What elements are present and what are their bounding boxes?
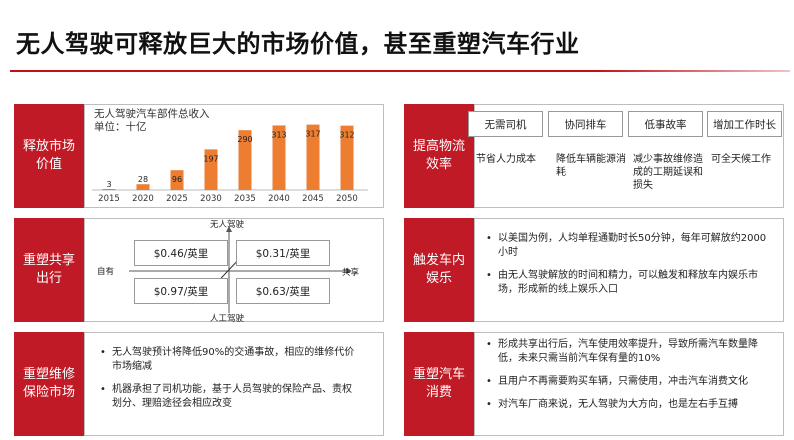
data-label-2020: 28 <box>138 175 148 184</box>
quadrant-axes <box>129 226 352 313</box>
section-label-entertainment: 触发车内娱乐 <box>404 218 474 322</box>
panel-shared-mobility <box>84 218 384 322</box>
list-item: 无人驾驶预计将降低90%的交通事故，相应的维修代价市场缩减 <box>100 346 360 374</box>
insurance-bullets: 无人驾驶预计将降低90%的交通事故，相应的维修代价市场缩减 机器承担了司机功能，… <box>100 346 360 420</box>
consumption-bullets: 形成共享出行后，汽车使用效率提升，导致所需汽车数量降低，未来只需当前汽车保有量的… <box>486 338 776 421</box>
quadrant-owned-autonomous: $0.46/英里 <box>134 240 228 266</box>
list-item: 机器承担了司机功能，基于人员驾驶的保险产品、责权划分、理赔途径会相应改变 <box>100 383 360 411</box>
feature-no-driver: 无需司机 <box>468 111 543 137</box>
tick-label-2020: 2020 <box>132 194 154 204</box>
bar-2040 <box>272 125 286 190</box>
data-label-2030: 197 <box>203 154 218 163</box>
bar-2020 <box>136 184 150 190</box>
list-item: 以美国为例，人均单程通勤时长50分钟，每年可解放约2000小时 <box>486 232 776 260</box>
feature-low-accident: 低事故率 <box>628 111 703 137</box>
chart-unit: 单位：十亿 <box>94 121 147 133</box>
bar-2015 <box>102 189 116 190</box>
section-label-logistics: 提高物流效率 <box>404 104 474 208</box>
axis-label-owned: 自有 <box>97 267 115 277</box>
tick-label-2030: 2030 <box>200 194 222 204</box>
data-label-2025: 96 <box>172 175 182 184</box>
tick-label-2050: 2050 <box>336 194 358 204</box>
bar-2025 <box>170 170 184 190</box>
axis-label-manual: 人工驾驶 <box>210 314 245 324</box>
data-label-2015: 3 <box>106 180 111 189</box>
tick-label-2025: 2025 <box>166 194 188 204</box>
feature-longer-hours: 增加工作时长 <box>707 111 782 137</box>
tick-label-2015: 2015 <box>98 194 120 204</box>
list-item: 且用户不再需要购买车辆，只需使用，冲击汽车消费文化 <box>486 375 776 389</box>
page-title: 无人驾驶可释放巨大的市场价值，甚至重塑汽车行业 <box>16 30 580 58</box>
panel-market-value <box>84 104 384 208</box>
section-label-shared-mobility: 重塑共享出行 <box>14 218 84 322</box>
bar-2045 <box>306 124 320 190</box>
quadrant-shared-manual: $0.63/英里 <box>236 278 330 304</box>
feature-desc-coordinated-fleet: 降低车辆能源消耗 <box>556 154 626 178</box>
feature-desc-longer-hours: 可全天候工作 <box>711 154 771 165</box>
feature-desc-low-accident: 减少事故维修造成的工期延误和损失 <box>633 154 703 191</box>
chart-title: 无人驾驶汽车部件总收入 <box>94 108 210 120</box>
tick-label-2040: 2040 <box>268 194 290 204</box>
data-label-2040: 313 <box>271 130 286 139</box>
tick-label-2045: 2045 <box>302 194 324 204</box>
section-label-market-value: 释放市场价值 <box>14 104 84 208</box>
feature-desc-no-driver: 节省人力成本 <box>476 154 536 165</box>
list-item: 由无人驾驶解放的时间和精力，可以触发和释放车内娱乐市场，形成新的线上娱乐入口 <box>486 269 776 297</box>
revenue-bar-chart: 3 2015 28 2020 96 2025 197 2030 290 2035 313 2040 31… <box>92 124 368 204</box>
data-label-2045: 317 <box>305 130 320 139</box>
feature-coordinated-fleet: 协同排车 <box>548 111 623 137</box>
quadrant-owned-manual: $0.97/英里 <box>134 278 228 304</box>
list-item: 对汽车厂商来说，无人驾驶为大方向，也是左右手互搏 <box>486 398 776 412</box>
chart-caption: 无人驾驶汽车部件总收入 单位：十亿 <box>94 108 210 134</box>
axis-label-autonomous: 无人驾驶 <box>210 220 245 230</box>
list-item: 形成共享出行后，汽车使用效率提升，导致所需汽车数量降低，未来只需当前汽车保有量的… <box>486 338 776 366</box>
title-divider <box>10 70 790 72</box>
bar-2030 <box>204 149 218 190</box>
bar-2050 <box>340 125 354 190</box>
axis-label-shared: 共享 <box>342 268 360 278</box>
bar-2035 <box>238 130 252 190</box>
section-label-repair-insurance: 重塑维修保险市场 <box>14 332 84 436</box>
quadrant-shared-autonomous: $0.31/英里 <box>236 240 330 266</box>
entertainment-bullets: 以美国为例，人均单程通勤时长50分钟，每年可解放约2000小时 由无人驾驶解放的… <box>486 232 776 306</box>
section-label-consumption: 重塑汽车消费 <box>404 332 474 436</box>
data-label-2035: 290 <box>237 135 252 144</box>
data-label-2050: 312 <box>339 131 354 140</box>
tick-label-2035: 2035 <box>234 194 256 204</box>
